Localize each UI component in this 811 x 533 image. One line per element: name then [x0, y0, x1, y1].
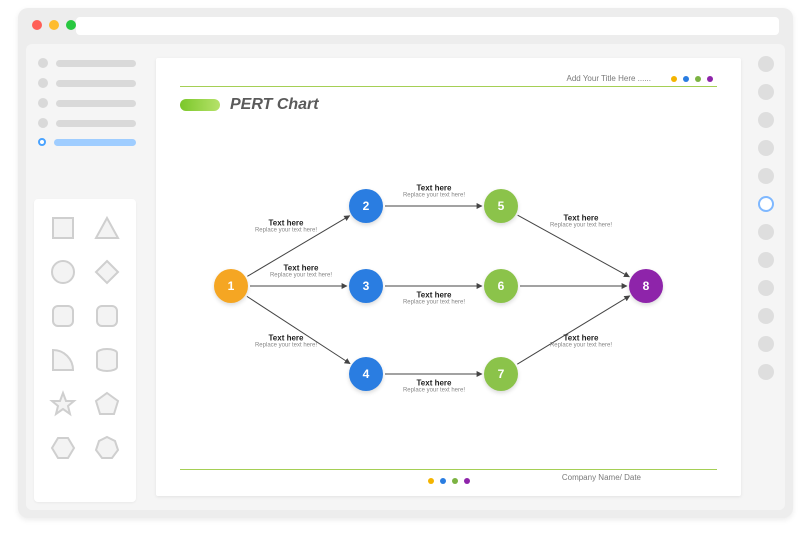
shape-cylinder[interactable] [90, 343, 124, 377]
document-item[interactable] [38, 138, 136, 146]
document-item[interactable] [38, 78, 136, 88]
thumbnail-dot[interactable] [758, 112, 774, 128]
thumbnail-dot[interactable] [758, 364, 774, 380]
thumbnail-dot[interactable] [758, 280, 774, 296]
shape-hexagon[interactable] [46, 431, 80, 465]
edge-label[interactable]: Text hereReplace your text here! [255, 219, 317, 234]
editor-canvas[interactable]: Add Your Title Here ...... PERT Chart Te… [156, 58, 741, 496]
pert-node-6[interactable]: 6 [484, 269, 518, 303]
edge-label[interactable]: Text hereReplace your text here! [270, 264, 332, 279]
pert-node-2[interactable]: 2 [349, 189, 383, 223]
thumbnail-dot[interactable] [758, 84, 774, 100]
footer-label: Company Name/ Date [562, 473, 641, 482]
document-item[interactable] [38, 98, 136, 108]
thumbnail-dot[interactable] [758, 196, 774, 212]
pert-chart: Text hereReplace your text here! Text her… [156, 116, 741, 460]
shape-heptagon[interactable] [90, 431, 124, 465]
workspace: Add Your Title Here ...... PERT Chart Te… [26, 44, 785, 510]
shape-round-square[interactable] [46, 299, 80, 333]
title-area: PERT Chart [180, 96, 319, 114]
shape-round-square[interactable] [90, 299, 124, 333]
add-title-label[interactable]: Add Your Title Here ...... [567, 74, 652, 83]
pert-node-8[interactable]: 8 [629, 269, 663, 303]
edge-label[interactable]: Text hereReplace your text here! [550, 334, 612, 349]
window-controls [32, 20, 76, 30]
footer-rule [180, 469, 717, 470]
footer-accent-dots [428, 478, 470, 484]
thumbnail-dot[interactable] [758, 56, 774, 72]
thumbnail-dot[interactable] [758, 336, 774, 352]
edge-label[interactable]: Text hereReplace your text here! [403, 184, 465, 199]
pert-node-7[interactable]: 7 [484, 357, 518, 391]
shape-quarter[interactable] [46, 343, 80, 377]
header-rule [180, 86, 717, 87]
address-bar[interactable] [76, 17, 779, 35]
page-title: PERT Chart [230, 96, 319, 114]
left-sidebar [26, 44, 146, 510]
shape-diamond[interactable] [90, 255, 124, 289]
pert-node-5[interactable]: 5 [484, 189, 518, 223]
edge-label[interactable]: Text hereReplace your text here! [403, 379, 465, 394]
shapes-palette [34, 199, 136, 502]
pert-node-1[interactable]: 1 [214, 269, 248, 303]
maximize-icon[interactable] [66, 20, 76, 30]
pert-node-3[interactable]: 3 [349, 269, 383, 303]
shape-square[interactable] [46, 211, 80, 245]
right-sidebar [747, 44, 785, 510]
header-accent-dots [671, 76, 713, 82]
edge-label[interactable]: Text hereReplace your text here! [550, 214, 612, 229]
thumbnail-dot[interactable] [758, 168, 774, 184]
close-icon[interactable] [32, 20, 42, 30]
document-item[interactable] [38, 118, 136, 128]
document-item[interactable] [38, 58, 136, 68]
title-pill-icon [180, 99, 220, 111]
shape-circle[interactable] [46, 255, 80, 289]
thumbnail-dot[interactable] [758, 224, 774, 240]
minimize-icon[interactable] [49, 20, 59, 30]
browser-window: Add Your Title Here ...... PERT Chart Te… [18, 8, 793, 518]
thumbnail-dot[interactable] [758, 252, 774, 268]
shape-star[interactable] [46, 387, 80, 421]
edge-label[interactable]: Text hereReplace your text here! [403, 291, 465, 306]
edge-label[interactable]: Text hereReplace your text here! [255, 334, 317, 349]
document-list [26, 44, 146, 162]
shape-triangle[interactable] [90, 211, 124, 245]
thumbnail-dot[interactable] [758, 140, 774, 156]
pert-node-4[interactable]: 4 [349, 357, 383, 391]
shape-pentagon[interactable] [90, 387, 124, 421]
thumbnail-dot[interactable] [758, 308, 774, 324]
